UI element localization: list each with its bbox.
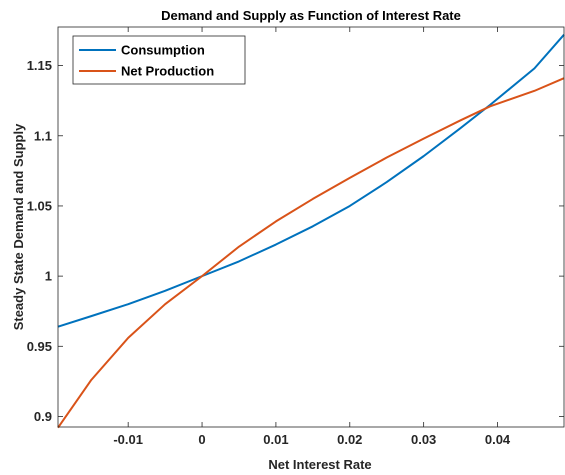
legend-box bbox=[72, 35, 246, 85]
x-tick-label: 0.03 bbox=[411, 432, 436, 447]
x-tick-label: 0.04 bbox=[485, 432, 511, 447]
series-line-net-production bbox=[57, 77, 565, 429]
x-tick-label: 0 bbox=[198, 432, 205, 447]
legend-label: Consumption bbox=[121, 43, 205, 58]
x-tick-label: 0.01 bbox=[263, 432, 288, 447]
x-tick-label: 0.02 bbox=[337, 432, 362, 447]
legend: Consumption Net Production bbox=[72, 35, 246, 85]
x-tick-label: -0.01 bbox=[113, 432, 143, 447]
y-tick-label: 0.9 bbox=[34, 409, 52, 424]
plot-area-border bbox=[57, 26, 565, 428]
axis-ticks: -0.01 0 0.01 0.02 0.03 0.04 0.9 0.95 1 1.05 1.1 1.1… bbox=[27, 27, 564, 447]
series-layer bbox=[57, 34, 565, 429]
y-tick-label: 0.95 bbox=[27, 339, 52, 354]
series-line-consumption bbox=[57, 34, 565, 328]
chart-title: Demand and Supply as Function of Interes… bbox=[161, 8, 461, 23]
y-axis-label: Steady State Demand and Supply bbox=[11, 123, 26, 330]
y-tick-label: 1.05 bbox=[27, 198, 52, 213]
x-axis-label: Net Interest Rate bbox=[268, 457, 371, 472]
y-tick-label: 1 bbox=[45, 269, 52, 284]
y-tick-label: 1.15 bbox=[27, 58, 52, 73]
legend-label: Net Production bbox=[121, 64, 214, 79]
y-tick-label: 1.1 bbox=[34, 128, 52, 143]
